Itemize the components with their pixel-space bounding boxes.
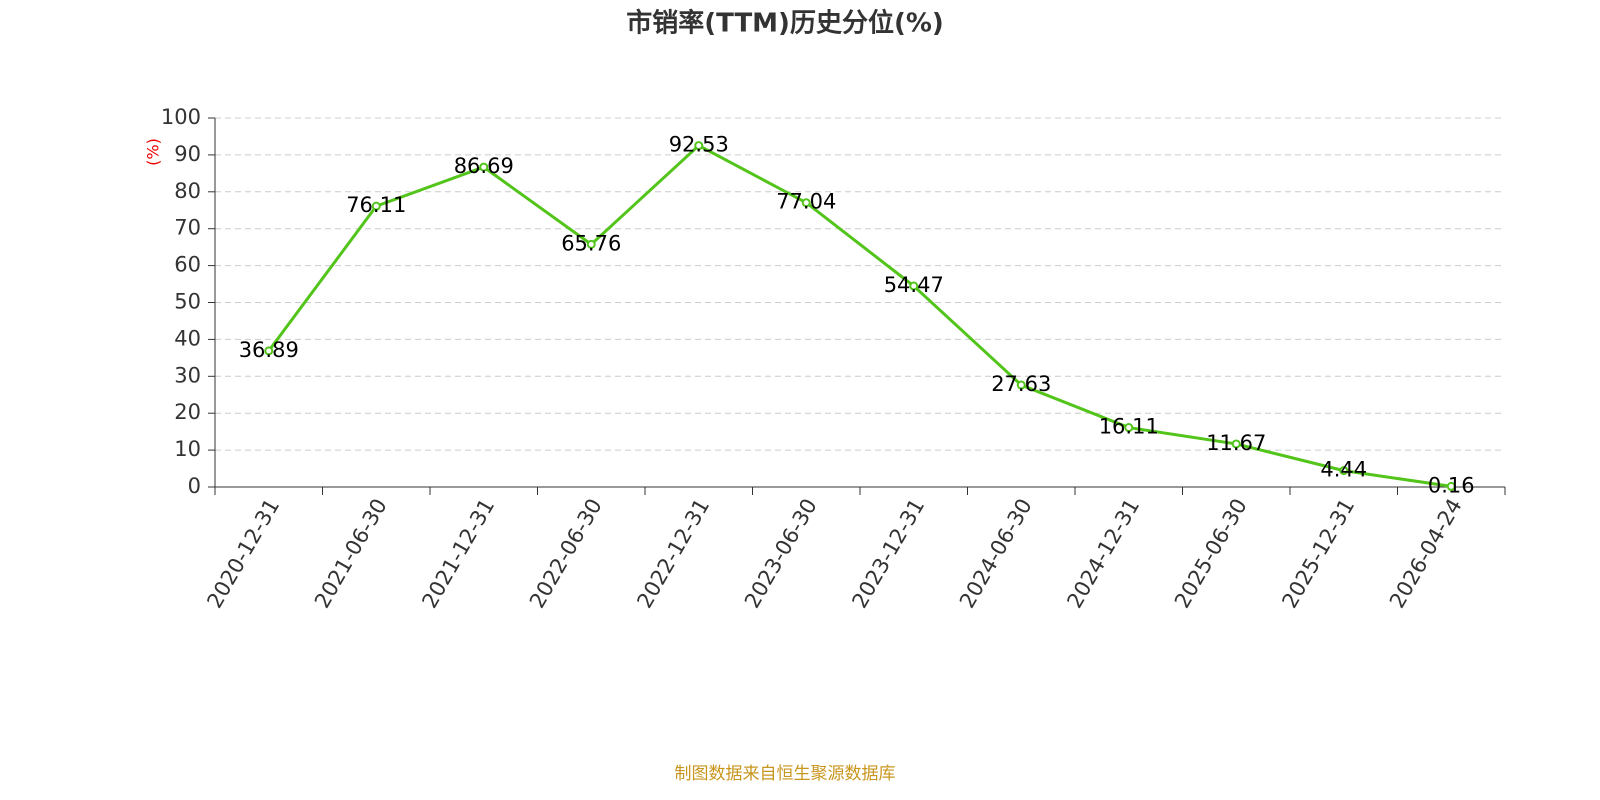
x-tick-label: 2025-06-30 xyxy=(1170,495,1252,613)
point xyxy=(1016,380,1026,390)
x-tick-label: 2021-12-31 xyxy=(417,495,499,613)
point xyxy=(371,201,381,211)
y-tick-label: 10 xyxy=(174,437,201,461)
y-tick-label: 60 xyxy=(174,253,201,277)
x-tick-label: 2023-06-30 xyxy=(740,495,822,613)
point xyxy=(479,162,489,172)
point xyxy=(694,141,704,151)
data-label: 36.89 xyxy=(239,338,299,362)
point xyxy=(1231,439,1241,449)
x-tick-label: 2025-12-31 xyxy=(1277,495,1359,613)
data-label: 4.44 xyxy=(1320,458,1367,482)
x-tick-label: 2020-12-31 xyxy=(202,495,284,613)
data-label: 16.11 xyxy=(1099,415,1159,439)
data-label: 76.11 xyxy=(346,193,406,217)
y-tick-label: 80 xyxy=(174,179,201,203)
data-label: 77.04 xyxy=(776,190,836,214)
data-label: 86.69 xyxy=(454,154,514,178)
y-tick-label: 0 xyxy=(188,474,201,498)
point xyxy=(1124,423,1134,433)
x-tick-label: 2024-06-30 xyxy=(955,495,1037,613)
data-label: 54.47 xyxy=(884,273,944,297)
data-label: 11.67 xyxy=(1206,431,1266,455)
point xyxy=(586,239,596,249)
point xyxy=(264,346,274,356)
x-tick-label: 2022-06-30 xyxy=(525,495,607,613)
line xyxy=(267,143,1452,488)
y-tick-label: 70 xyxy=(174,216,201,240)
x-tick-label: 2022-12-31 xyxy=(632,495,714,613)
y-tick-label: 30 xyxy=(174,363,201,387)
data-label: 92.53 xyxy=(669,133,729,157)
x-tick-label: 2021-06-30 xyxy=(310,495,392,613)
x-tick-label: 2024-12-31 xyxy=(1062,495,1144,613)
y-tick-label: 90 xyxy=(174,142,201,166)
data-label: 0.16 xyxy=(1428,473,1475,497)
y-tick-label: 40 xyxy=(174,326,201,350)
y-axis-label: (%) xyxy=(144,138,163,166)
point xyxy=(1446,481,1456,491)
data-label: 65.76 xyxy=(561,231,621,255)
point xyxy=(909,281,919,291)
point xyxy=(801,198,811,208)
x-tick-label: 2026-04-24 xyxy=(1385,495,1467,613)
y-tick-label: 100 xyxy=(161,105,201,129)
y-tick-label: 20 xyxy=(174,400,201,424)
x-tick-label: 2023-12-31 xyxy=(847,495,929,613)
chart-title: 市销率(TTM)历史分位(%) xyxy=(626,8,944,39)
source-note: 制图数据来自恒生聚源数据库 xyxy=(675,764,896,784)
y-tick-label: 50 xyxy=(174,290,201,314)
point xyxy=(1339,466,1349,476)
data-label: 27.63 xyxy=(991,372,1051,396)
